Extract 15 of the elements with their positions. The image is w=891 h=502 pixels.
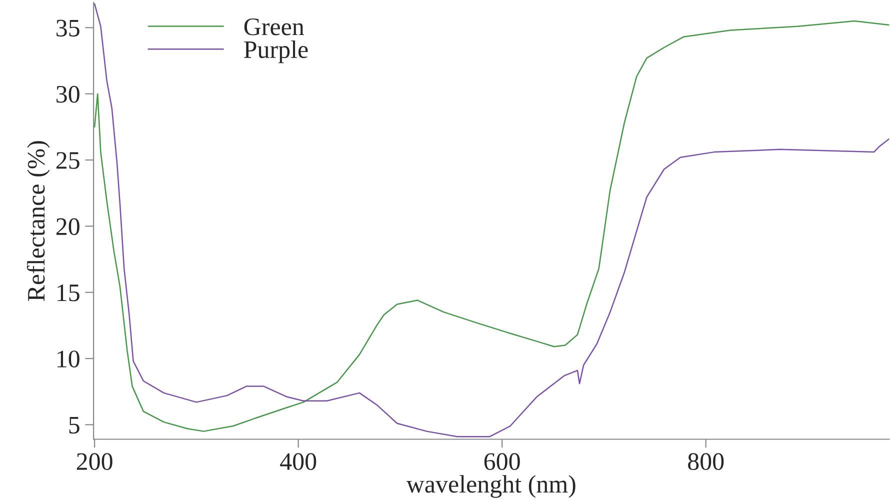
y-tick-label: 5: [69, 416, 80, 434]
y-tick-label: 25: [56, 152, 80, 169]
x-tick-label: 200: [76, 453, 112, 470]
x-axis-title: wavelenght (nm): [406, 475, 576, 498]
y-tick-label: 30: [56, 86, 80, 103]
y-tick-label: 35: [56, 20, 80, 37]
y-axis-title: Reflectance (%): [26, 141, 50, 302]
x-tick-label: 600: [484, 453, 520, 470]
y-tick-label: 10: [58, 350, 80, 368]
y-tick-label: 15: [58, 284, 80, 302]
x-tick-label: 400: [280, 453, 316, 470]
legend-label: Purple: [244, 40, 308, 64]
x-tick-label: 800: [688, 453, 724, 470]
y-tick-label: 20: [56, 218, 80, 236]
legend-label: Green: [244, 18, 304, 36]
